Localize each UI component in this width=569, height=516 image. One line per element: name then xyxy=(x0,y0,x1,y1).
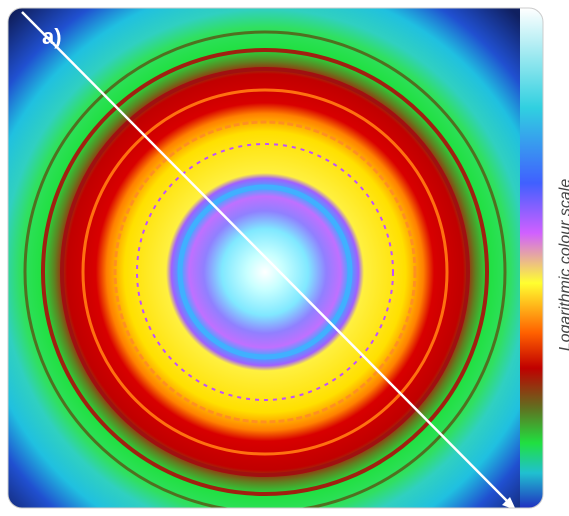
colour-bar xyxy=(520,8,543,508)
colour-bar-label: Logarithmic colour scale xyxy=(557,179,569,352)
diffraction-image xyxy=(8,8,543,512)
figure: a) Logarithmic colour scale xyxy=(0,0,569,516)
panel-label: a) xyxy=(42,24,62,49)
page: a) Logarithmic colour scale (() => { con… xyxy=(0,0,569,516)
